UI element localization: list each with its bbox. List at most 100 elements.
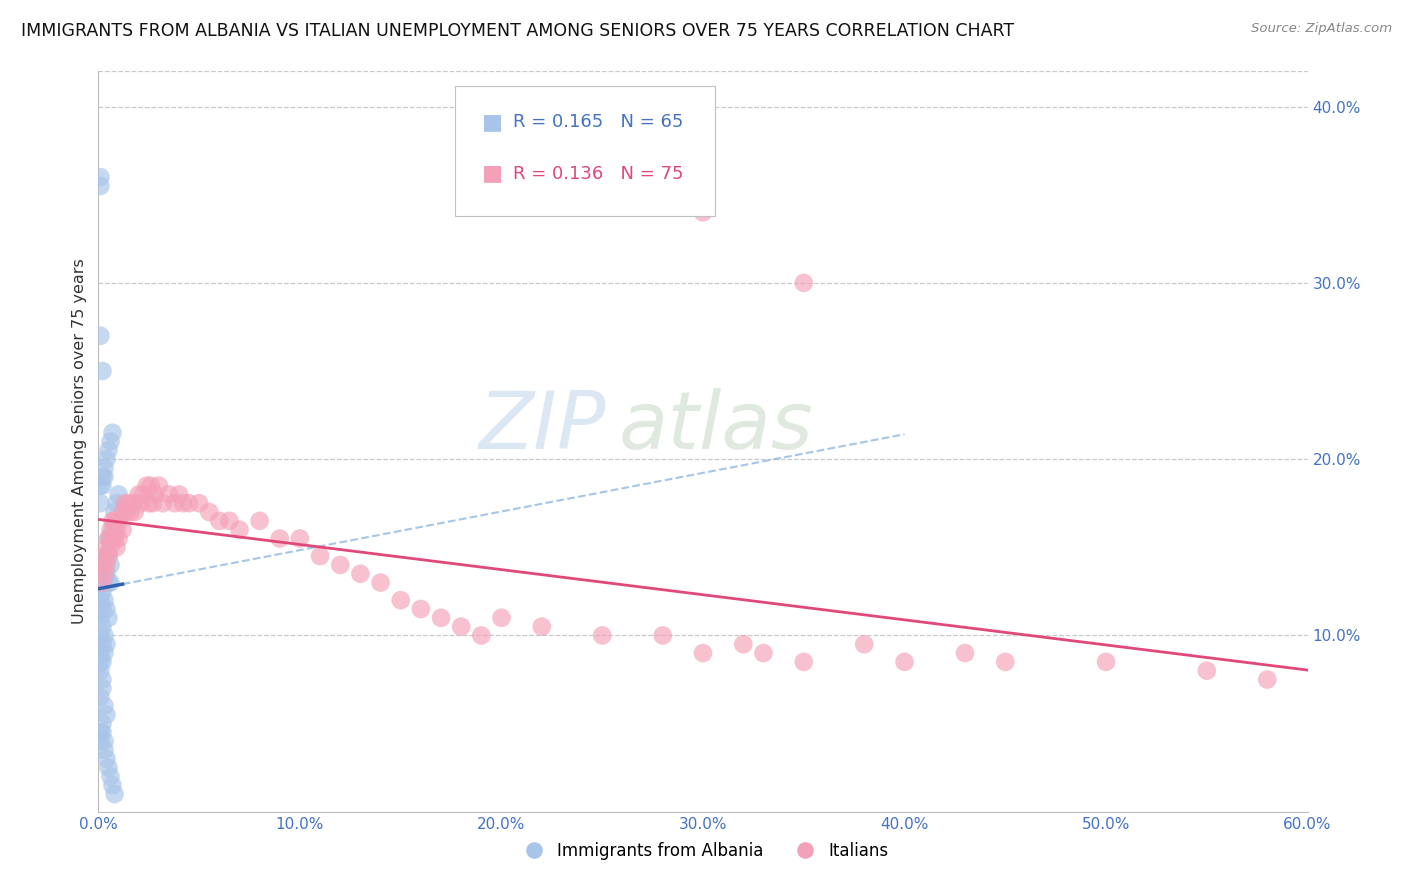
Point — [91, 478, 114, 492]
Point — [97, 532, 120, 546]
Point — [893, 655, 915, 669]
Point — [228, 523, 250, 537]
Point — [309, 549, 332, 563]
Point — [89, 628, 111, 642]
Point — [93, 743, 115, 757]
Point — [97, 443, 120, 458]
Point — [208, 514, 231, 528]
Point — [120, 505, 142, 519]
Point — [100, 769, 122, 783]
Point — [91, 602, 114, 616]
Point — [101, 523, 124, 537]
Point — [96, 707, 118, 722]
Point — [107, 487, 129, 501]
Point — [103, 514, 125, 528]
Text: atlas: atlas — [619, 388, 813, 466]
Text: R = 0.136   N = 75: R = 0.136 N = 75 — [513, 164, 683, 183]
Point — [953, 646, 976, 660]
Point — [105, 541, 128, 555]
Text: IMMIGRANTS FROM ALBANIA VS ITALIAN UNEMPLOYMENT AMONG SENIORS OVER 75 YEARS CORR: IMMIGRANTS FROM ALBANIA VS ITALIAN UNEMP… — [21, 22, 1014, 40]
Text: Source: ZipAtlas.com: Source: ZipAtlas.com — [1251, 22, 1392, 36]
FancyBboxPatch shape — [456, 87, 716, 216]
Point — [198, 505, 221, 519]
Point — [370, 575, 392, 590]
Point — [96, 541, 118, 555]
Point — [101, 514, 124, 528]
Point — [96, 558, 118, 572]
Point — [97, 532, 120, 546]
Point — [470, 628, 492, 642]
Point — [100, 541, 122, 555]
Point — [389, 593, 412, 607]
Point — [142, 496, 165, 510]
Point — [89, 496, 111, 510]
Point — [124, 505, 146, 519]
Point — [93, 734, 115, 748]
Point — [157, 487, 180, 501]
Point — [409, 602, 432, 616]
Point — [105, 496, 128, 510]
Point — [114, 496, 136, 510]
Point — [101, 778, 124, 792]
Point — [100, 434, 122, 449]
Point — [91, 575, 114, 590]
Point — [793, 276, 815, 290]
Point — [96, 602, 118, 616]
Point — [530, 619, 553, 633]
Point — [692, 646, 714, 660]
Point — [93, 646, 115, 660]
Point — [793, 655, 815, 669]
Point — [132, 487, 155, 501]
Point — [138, 496, 160, 510]
Point — [89, 646, 111, 660]
Point — [152, 496, 174, 510]
Point — [91, 566, 114, 581]
Point — [103, 787, 125, 801]
Point — [430, 611, 453, 625]
Point — [1095, 655, 1118, 669]
Point — [101, 532, 124, 546]
Point — [89, 478, 111, 492]
Point — [96, 752, 118, 766]
Y-axis label: Unemployment Among Seniors over 75 years: Unemployment Among Seniors over 75 years — [72, 259, 87, 624]
Point — [89, 170, 111, 185]
Legend: Immigrants from Albania, Italians: Immigrants from Albania, Italians — [510, 835, 896, 866]
Point — [97, 549, 120, 563]
Point — [107, 532, 129, 546]
Point — [105, 523, 128, 537]
Point — [103, 505, 125, 519]
Point — [450, 619, 472, 633]
Point — [91, 558, 114, 572]
Point — [651, 628, 673, 642]
Point — [349, 566, 371, 581]
Point — [91, 716, 114, 731]
Point — [100, 575, 122, 590]
Point — [100, 558, 122, 572]
Point — [100, 532, 122, 546]
Point — [96, 549, 118, 563]
Point — [93, 575, 115, 590]
Point — [93, 566, 115, 581]
Point — [115, 505, 138, 519]
Point — [103, 523, 125, 537]
Point — [179, 496, 201, 510]
Point — [111, 523, 134, 537]
Point — [91, 584, 114, 599]
Point — [89, 734, 111, 748]
Point — [93, 593, 115, 607]
Point — [89, 655, 111, 669]
Point — [288, 532, 311, 546]
Point — [733, 637, 755, 651]
Point — [107, 514, 129, 528]
Text: R = 0.165   N = 65: R = 0.165 N = 65 — [513, 112, 683, 131]
Point — [249, 514, 271, 528]
Point — [853, 637, 876, 651]
Point — [118, 496, 141, 510]
Point — [167, 487, 190, 501]
Point — [111, 505, 134, 519]
Point — [128, 487, 150, 501]
Point — [101, 425, 124, 440]
Point — [97, 575, 120, 590]
Point — [91, 673, 114, 687]
Point — [89, 690, 111, 705]
